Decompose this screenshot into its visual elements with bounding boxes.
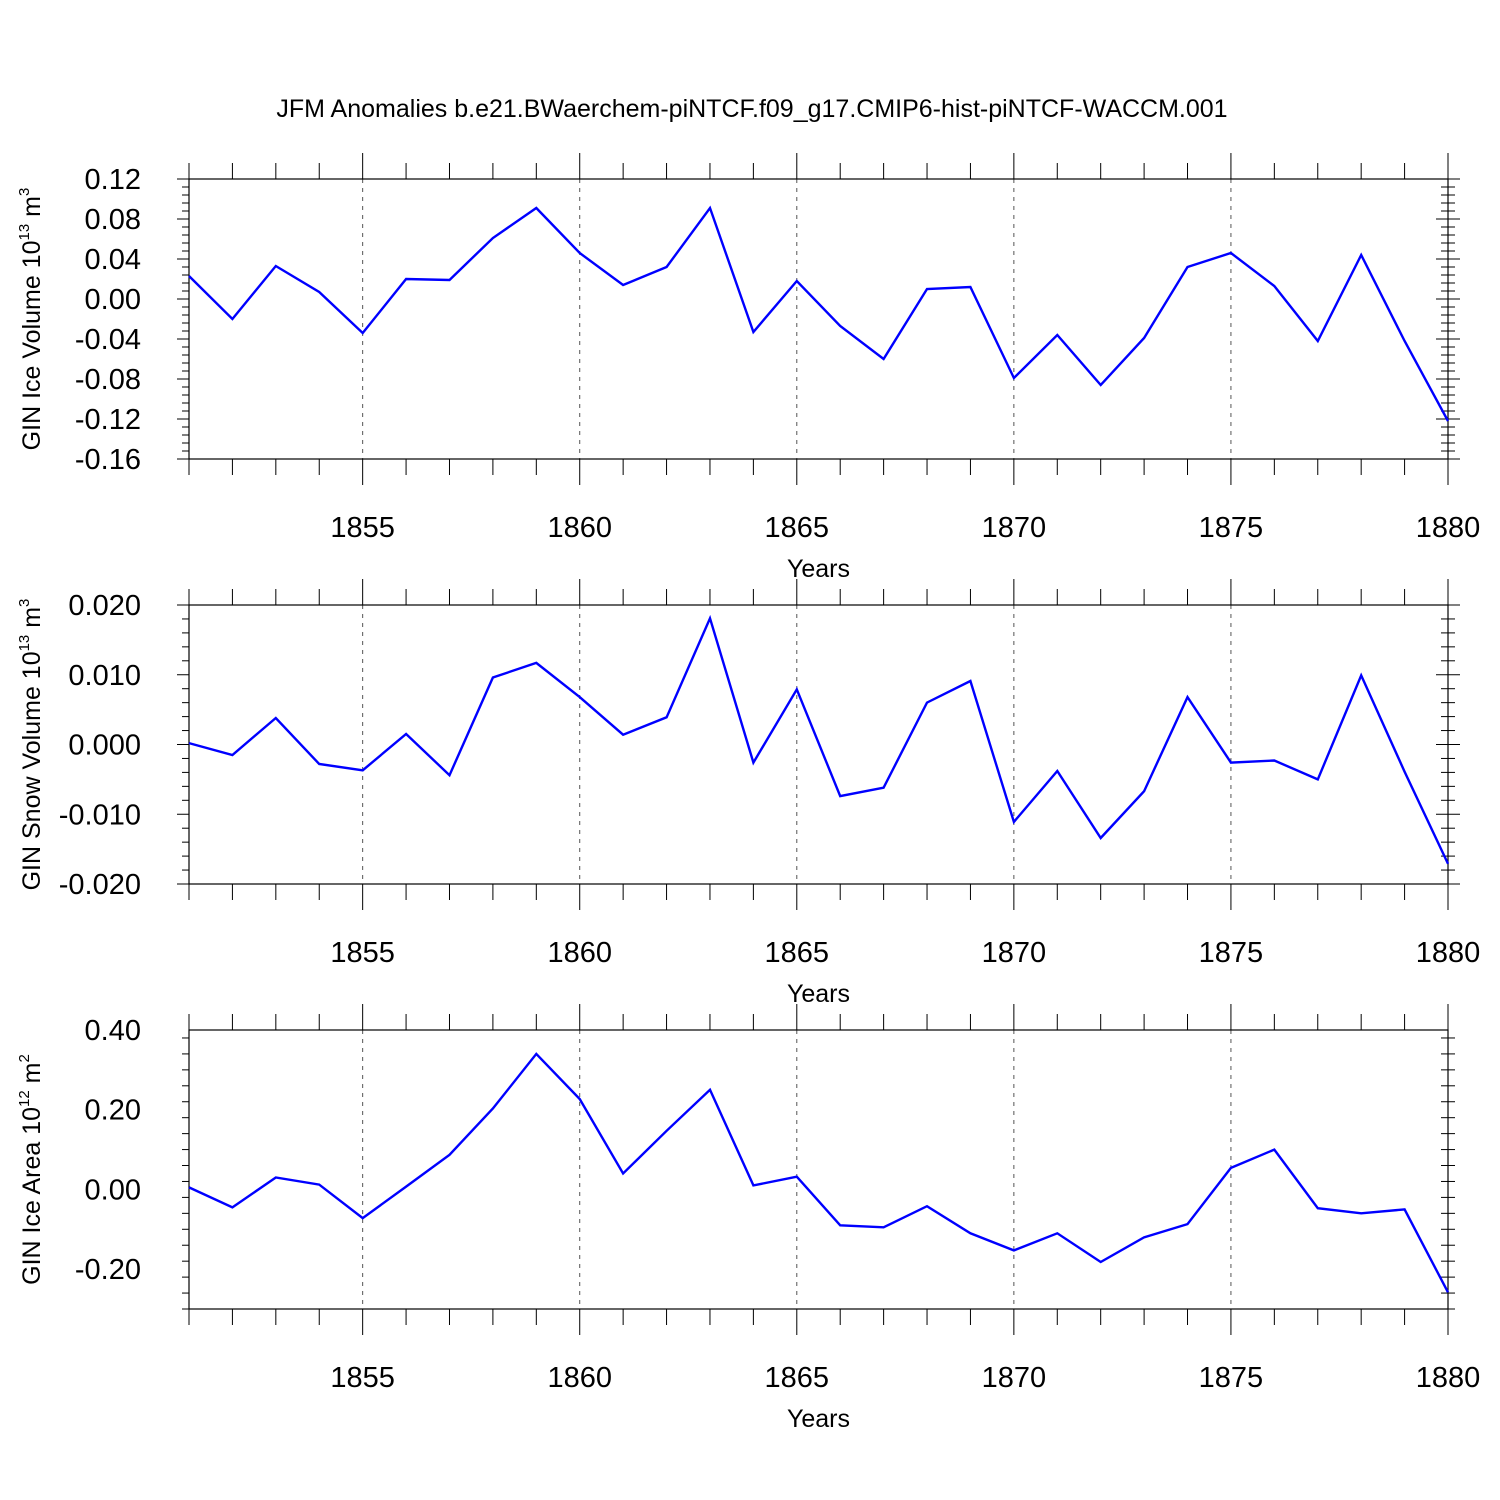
plot-frame [188, 178, 1449, 460]
x-tick-label: 1860 [547, 512, 612, 544]
series-line-ice-area [188, 1052, 1450, 1293]
x-tick-label: 1880 [1416, 937, 1481, 969]
x-tick-label: 1880 [1416, 512, 1481, 544]
y-tick-label: -0.20 [75, 1254, 141, 1286]
x-axis-label: Years [787, 555, 850, 583]
y-axis-label-main: GIN Snow Volume 10 [18, 651, 46, 890]
panel-ice-volume: -0.16 -0.12 -0.08 -0.04 0.00 0.04 0.08 0.12 1855… [16, 153, 1480, 583]
y-axis-label-unit: m [18, 607, 46, 635]
x-tick-label: 1870 [982, 937, 1047, 969]
y-tick-label: 0.12 [85, 164, 141, 196]
y-tick-label: 0.00 [85, 284, 141, 316]
y-axis-label-unit: m [18, 1063, 46, 1091]
x-tick-label: 1860 [547, 937, 612, 969]
y-tick-label: 0.04 [85, 244, 141, 276]
y-tick-label: -0.010 [59, 799, 141, 831]
y-tick-label: -0.04 [75, 324, 141, 356]
y-axis-label-unit-exponent: 2 [16, 1054, 33, 1062]
x-tick-label: 1880 [1416, 1362, 1481, 1394]
chart-title: JFM Anomalies b.e21.BWaerchem-piNTCF.f09… [276, 95, 1227, 123]
y-axis-label-main: GIN Ice Area 10 [18, 1107, 46, 1285]
y-axis-label: GIN Snow Volume 1013 m3 [16, 599, 46, 891]
y-tick-label: 0.010 [68, 660, 141, 692]
x-tick-label: 1860 [547, 1362, 612, 1394]
panels: -0.16 -0.12 -0.08 -0.04 0.00 0.04 0.08 0.12 1855… [16, 153, 1480, 1433]
x-tick-label: 1865 [765, 1362, 830, 1394]
plot-frame [188, 1029, 1449, 1310]
y-axis-label-unit-exponent: 3 [16, 599, 33, 607]
x-axis-label: Years [787, 980, 850, 1008]
x-tick-label: 1865 [765, 512, 830, 544]
y-tick-label: 0.00 [85, 1174, 141, 1206]
y-tick-label: -0.08 [75, 364, 141, 396]
y-axis-label-unit: m [18, 196, 46, 224]
x-axis-label: Years [787, 1405, 850, 1433]
x-tick-label: 1875 [1199, 512, 1264, 544]
y-axis-label-unit-exponent: 3 [16, 188, 33, 196]
panel-ice-area: -0.20 0.00 0.20 0.40 1855 1860 1865 1870 1875 188… [16, 1004, 1480, 1433]
x-tick-label: 1875 [1199, 1362, 1264, 1394]
y-axis-label-exponent: 12 [16, 1090, 33, 1107]
x-tick-label: 1875 [1199, 937, 1264, 969]
y-axis-label: GIN Ice Area 1012 m2 [16, 1054, 46, 1285]
y-tick-label: -0.16 [75, 444, 141, 476]
y-tick-label: 0.08 [85, 204, 141, 236]
y-tick-label: 0.20 [85, 1095, 141, 1127]
y-tick-label: 0.020 [68, 590, 141, 622]
y-axis-label-main: GIN Ice Volume 10 [18, 240, 46, 450]
y-axis-label-exponent: 13 [16, 635, 33, 652]
x-tick-label: 1855 [330, 937, 395, 969]
panel-snow-volume: -0.020 -0.010 0.000 0.010 0.020 1855 1860 1865 1… [16, 579, 1480, 1008]
series-line-ice-volume [188, 205, 1450, 422]
x-tick-label: 1870 [982, 512, 1047, 544]
series-line-snow-volume [188, 614, 1450, 865]
x-tick-label: 1865 [765, 937, 830, 969]
y-tick-label: 0.000 [68, 730, 141, 762]
y-axis-label-exponent: 13 [16, 224, 33, 241]
y-axis-label: GIN Ice Volume 1013 m3 [16, 188, 46, 451]
x-tick-label: 1855 [330, 512, 395, 544]
y-tick-label: -0.12 [75, 404, 141, 436]
y-tick-label: 0.40 [85, 1015, 141, 1047]
y-tick-label: -0.020 [59, 869, 141, 901]
x-tick-label: 1855 [330, 1362, 395, 1394]
x-tick-label: 1870 [982, 1362, 1047, 1394]
